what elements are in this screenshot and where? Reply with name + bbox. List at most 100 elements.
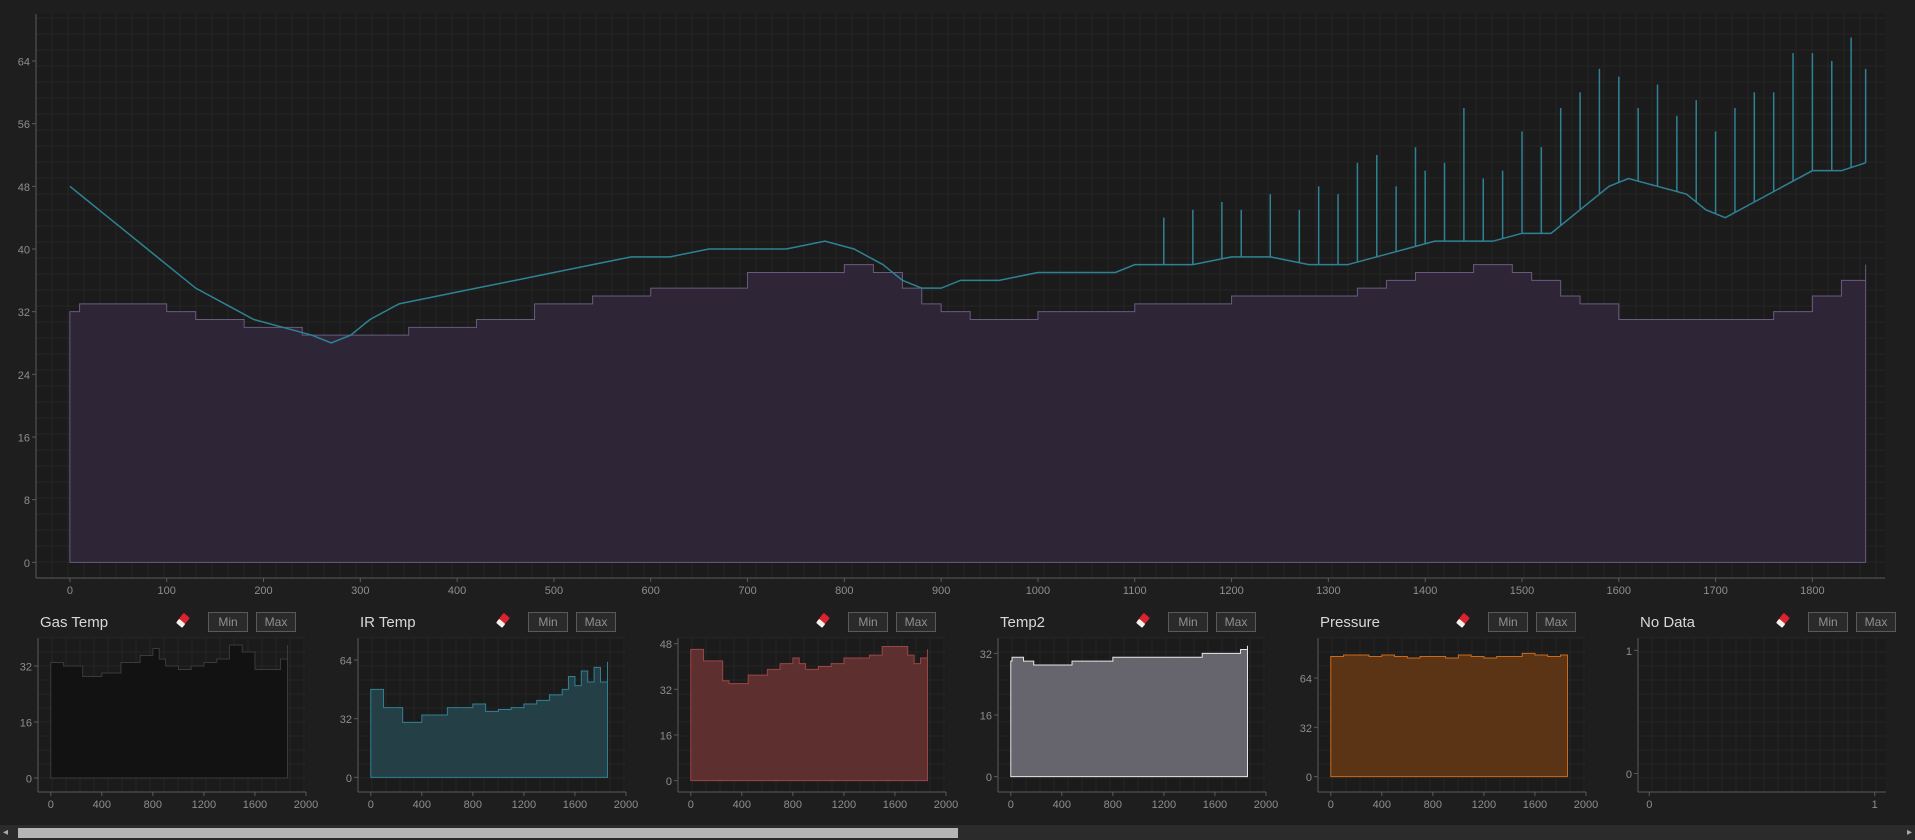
max-button[interactable]: Max [1536,612,1576,632]
x-tick-label: 1100 [1123,585,1147,597]
x-tick-label: 0 [48,799,54,811]
x-tick-label: 400 [1053,799,1071,811]
x-tick-label: 1400 [1413,585,1437,597]
panel-title: Gas Temp [40,614,109,631]
y-tick-label: 0 [1626,769,1632,781]
panel-untitled: Min Max 0 400 800 1200 1600 2000 0 16 32 48 [640,600,960,820]
x-tick-label: 400 [1373,799,1391,811]
series-area [1010,645,1248,778]
y-tick-label: 0 [986,772,992,784]
max-button[interactable]: Max [1216,612,1256,632]
y-tick-label: 0 [346,773,352,785]
chart-pressure[interactable]: 0 400 800 1200 1600 2000 0 32 64 [1280,632,1600,822]
eraser-icon[interactable] [1774,612,1792,630]
y-tick-label: 64 [340,656,352,668]
chart-untitled[interactable]: 0 400 800 1200 1600 2000 0 16 32 48 [640,632,960,822]
x-tick-label: 1200 [832,799,856,811]
x-tick-label: 500 [545,585,563,597]
x-tick-label: 900 [932,585,950,597]
y-tick-label: 64 [1300,674,1312,686]
x-tick-label: 1600 [1523,799,1547,811]
min-button[interactable]: Min [208,612,248,632]
x-tick-label: 1200 [1219,585,1243,597]
panel-pressure: Pressure Min Max 0 400 800 1200 1600 2000 0 32 6… [1280,600,1600,820]
min-button[interactable]: Min [1168,612,1208,632]
x-tick-label: 800 [1424,799,1442,811]
scrollbar-thumb[interactable] [18,828,958,838]
eraser-icon[interactable] [814,612,832,630]
series-area [1330,652,1568,778]
chart-ir-temp[interactable]: 0 400 800 1200 1600 2000 0 32 64 [320,632,640,822]
horizontal-scrollbar[interactable]: ◂ ▸ [0,825,1915,840]
y-tick-label: 24 [18,370,30,382]
min-button[interactable]: Min [848,612,888,632]
x-tick-label: 100 [158,585,176,597]
series-area [69,264,1867,563]
x-tick-label: 1600 [563,799,587,811]
min-button[interactable]: Min [528,612,568,632]
eraser-icon[interactable] [174,612,192,630]
panel-title: Temp2 [1000,614,1046,631]
series-line [69,162,1866,344]
x-tick-label: 0 [688,799,694,811]
x-tick-label: 1200 [512,799,536,811]
x-tick-label: 200 [254,585,272,597]
y-tick-label: 40 [18,245,30,257]
chart-temp2[interactable]: 0 400 800 1200 1600 2000 0 16 32 [960,632,1280,822]
x-tick-label: 0 [368,799,374,811]
x-tick-label: 800 [144,799,162,811]
eraser-icon[interactable] [1454,612,1472,630]
y-tick-label: 0 [24,558,30,570]
x-tick-label: 800 [464,799,482,811]
y-tick-label: 0 [1306,772,1312,784]
x-tick-label: 700 [738,585,756,597]
max-button[interactable]: Max [1856,612,1896,632]
x-tick-label: 1600 [1203,799,1227,811]
panel-gas-temp: Gas Temp Min Max 0 400 800 1200 1600 2000 0 16 3… [0,600,320,820]
x-tick-label: 1200 [192,799,216,811]
x-tick-label: 0 [1646,799,1652,811]
x-tick-label: 800 [835,585,853,597]
y-tick-label: 56 [18,119,30,131]
main-chart[interactable]: 0 100 200 300 400 500 600 700 800 900 1000 1100 1200… [0,0,1915,600]
scroll-left-arrow-icon[interactable]: ◂ [3,827,9,838]
x-tick-label: 1200 [1472,799,1496,811]
x-tick-label: 1200 [1152,799,1176,811]
x-tick-label: 1600 [1607,585,1631,597]
x-tick-label: 2000 [934,799,958,811]
x-tick-label: 1600 [243,799,267,811]
y-tick-label: 8 [24,495,30,507]
min-button[interactable]: Min [1808,612,1848,632]
max-button[interactable]: Max [896,612,936,632]
x-tick-label: 2000 [614,799,638,811]
chart-gas-temp[interactable]: 0 400 800 1200 1600 2000 0 16 32 [0,632,320,822]
y-tick-label: 64 [18,57,30,69]
x-tick-label: 0 [1328,799,1334,811]
y-tick-label: 0 [666,776,672,788]
x-tick-label: 1800 [1800,585,1824,597]
y-tick-label: 32 [340,714,352,726]
x-tick-label: 800 [1104,799,1122,811]
eraser-icon[interactable] [494,612,512,630]
min-button[interactable]: Min [1488,612,1528,632]
panel-no-data: No Data Min Max 0 1 0 1 [1600,600,1915,820]
scroll-right-arrow-icon[interactable]: ▸ [1906,827,1912,838]
max-button[interactable]: Max [576,612,616,632]
chart-no-data[interactable]: 0 1 0 1 [1600,632,1900,822]
panel-title: IR Temp [360,614,416,631]
panel-ir-temp: IR Temp Min Max 0 400 800 1200 1600 2000 0 32 64 [320,600,640,820]
x-tick-label: 1600 [883,799,907,811]
eraser-icon[interactable] [1134,612,1152,630]
y-tick-label: 16 [980,711,992,723]
y-tick-label: 16 [660,730,672,742]
x-tick-label: 400 [448,585,466,597]
y-tick-label: 0 [26,774,32,786]
x-tick-label: 1 [1872,799,1878,811]
x-tick-label: 1300 [1316,585,1340,597]
max-button[interactable]: Max [256,612,296,632]
x-tick-label: 1700 [1703,585,1727,597]
x-tick-label: 400 [93,799,111,811]
x-tick-label: 2000 [1574,799,1598,811]
y-tick-label: 32 [20,662,32,674]
x-tick-label: 300 [351,585,369,597]
